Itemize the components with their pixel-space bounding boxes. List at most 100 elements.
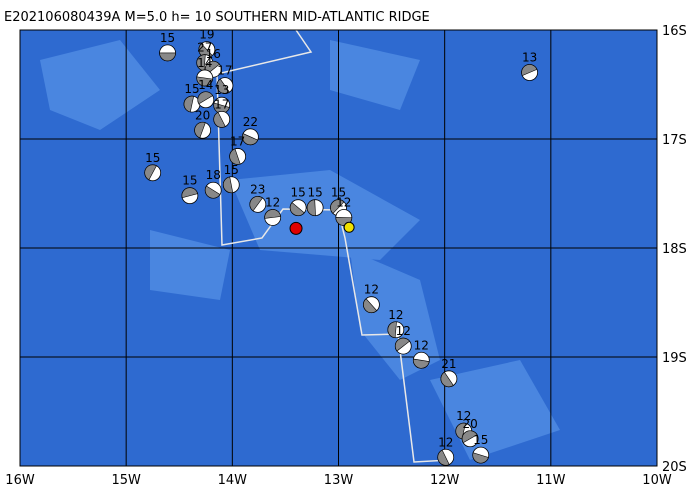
depth-label: 15	[291, 186, 306, 200]
depth-label: 17	[230, 134, 245, 148]
depth-label: 12	[265, 195, 280, 209]
depth-label: 12	[456, 409, 471, 423]
focal-mechanism	[213, 96, 231, 114]
beachball-quadrant	[521, 64, 538, 77]
depth-label: 22	[243, 115, 258, 129]
beachball-quadrant	[395, 337, 410, 352]
focal-mechanism	[461, 430, 479, 448]
focal-mechanism	[222, 176, 240, 194]
focal-mechanism	[289, 199, 307, 217]
depth-label: 14	[197, 56, 212, 70]
depth-label: 13	[522, 51, 537, 65]
beachball-quadrant	[440, 371, 454, 388]
depth-label: 27	[197, 41, 212, 55]
depth-label: 18	[206, 168, 221, 182]
beachball-quadrant	[204, 185, 221, 199]
depth-label: 12	[388, 308, 403, 322]
depth-label: 12	[438, 435, 453, 449]
focal-mechanism	[472, 446, 490, 464]
second-event	[343, 221, 355, 233]
focal-mechanism	[144, 164, 162, 182]
map-title: E202106080439A M=5.0 h= 10 SOUTHERN MID-…	[4, 10, 430, 25]
focal-mechanism	[387, 321, 405, 339]
x-tick-label: 15W	[111, 473, 141, 488]
focal-mechanism	[216, 77, 234, 94]
depth-label: 17	[214, 97, 229, 111]
depth-label: 16	[206, 47, 221, 61]
focal-mechanism	[229, 148, 247, 165]
beachball-quadrant	[216, 78, 230, 94]
x-tick-label: 14W	[218, 473, 248, 488]
depth-label: 21	[441, 357, 456, 371]
focal-mechanism	[394, 337, 412, 355]
focal-mechanism	[437, 448, 455, 466]
depth-label: 23	[250, 182, 265, 196]
beachball-quadrant	[437, 449, 450, 466]
focal-mechanism	[194, 121, 212, 139]
beachball-quadrant	[455, 422, 466, 440]
beachball-quadrant	[413, 358, 430, 369]
beachball-quadrant	[222, 176, 234, 194]
map-frame	[19, 29, 658, 467]
focal-mechanism	[440, 370, 458, 388]
beachball-quadrant	[194, 121, 206, 139]
beachball-quadrant	[197, 91, 214, 105]
main-event	[289, 221, 303, 235]
focal-mechanism	[521, 64, 538, 81]
focal-mechanism	[181, 187, 199, 205]
focal-mechanism	[241, 128, 259, 146]
beachball-quadrant	[213, 111, 226, 128]
focal-mechanism	[264, 209, 282, 226]
focal-mechanism	[183, 95, 201, 113]
depth-label: 15	[308, 186, 323, 200]
beachball-quadrant	[264, 209, 281, 219]
focal-mechanism	[412, 351, 430, 369]
beachball-quadrant	[181, 187, 198, 199]
depth-label: 15	[145, 151, 160, 165]
y-tick-label: 17S	[662, 133, 687, 148]
beachball-quadrant	[249, 196, 263, 212]
beachball-quadrant	[461, 430, 478, 444]
depth-label: 12	[336, 195, 351, 209]
beachball-quadrant	[472, 452, 489, 464]
depth-label: 15	[224, 163, 239, 177]
focal-mechanism	[306, 199, 324, 217]
beachball-quadrant	[196, 54, 206, 72]
focal-mechanism	[213, 110, 231, 128]
beachball-quadrant	[363, 298, 378, 313]
beachball-quadrant	[144, 164, 157, 181]
focal-mechanism	[249, 195, 267, 213]
beachball-quadrant	[242, 133, 259, 146]
beachball-quadrant	[289, 202, 305, 216]
focal-mechanism	[363, 296, 380, 314]
y-tick-label: 19S	[662, 351, 687, 366]
beachball-quadrant	[159, 52, 176, 62]
x-tick-label: 13W	[324, 473, 354, 488]
beachball-quadrant	[306, 199, 316, 216]
focal-mechanism	[198, 41, 216, 59]
focal-mechanism	[197, 91, 215, 109]
focal-mechanism	[159, 44, 176, 62]
depth-label: 20	[195, 108, 210, 122]
depth-label: 12	[364, 283, 379, 297]
depth-label: 15	[331, 186, 346, 200]
beachball-quadrant	[229, 148, 241, 165]
depth-label: 12	[396, 324, 411, 338]
depth-label: 15	[160, 31, 175, 45]
depth-label: 20	[463, 417, 478, 431]
depth-label: 12	[414, 338, 429, 352]
focal-mechanism	[196, 69, 214, 87]
beachball-quadrant	[330, 199, 345, 214]
depth-label: 15	[473, 433, 488, 447]
beachball-quadrant	[387, 321, 397, 339]
x-tick-label: 10W	[642, 473, 672, 488]
focal-mechanism	[204, 181, 222, 199]
depth-label: 13	[214, 83, 229, 97]
depth-label: 19	[199, 28, 214, 42]
y-tick-label: 20S	[662, 460, 687, 475]
x-tick-label: 16W	[5, 473, 35, 488]
y-tick-label: 16S	[662, 24, 687, 39]
depth-label: 14	[198, 78, 213, 92]
depth-label: 15	[184, 82, 199, 96]
